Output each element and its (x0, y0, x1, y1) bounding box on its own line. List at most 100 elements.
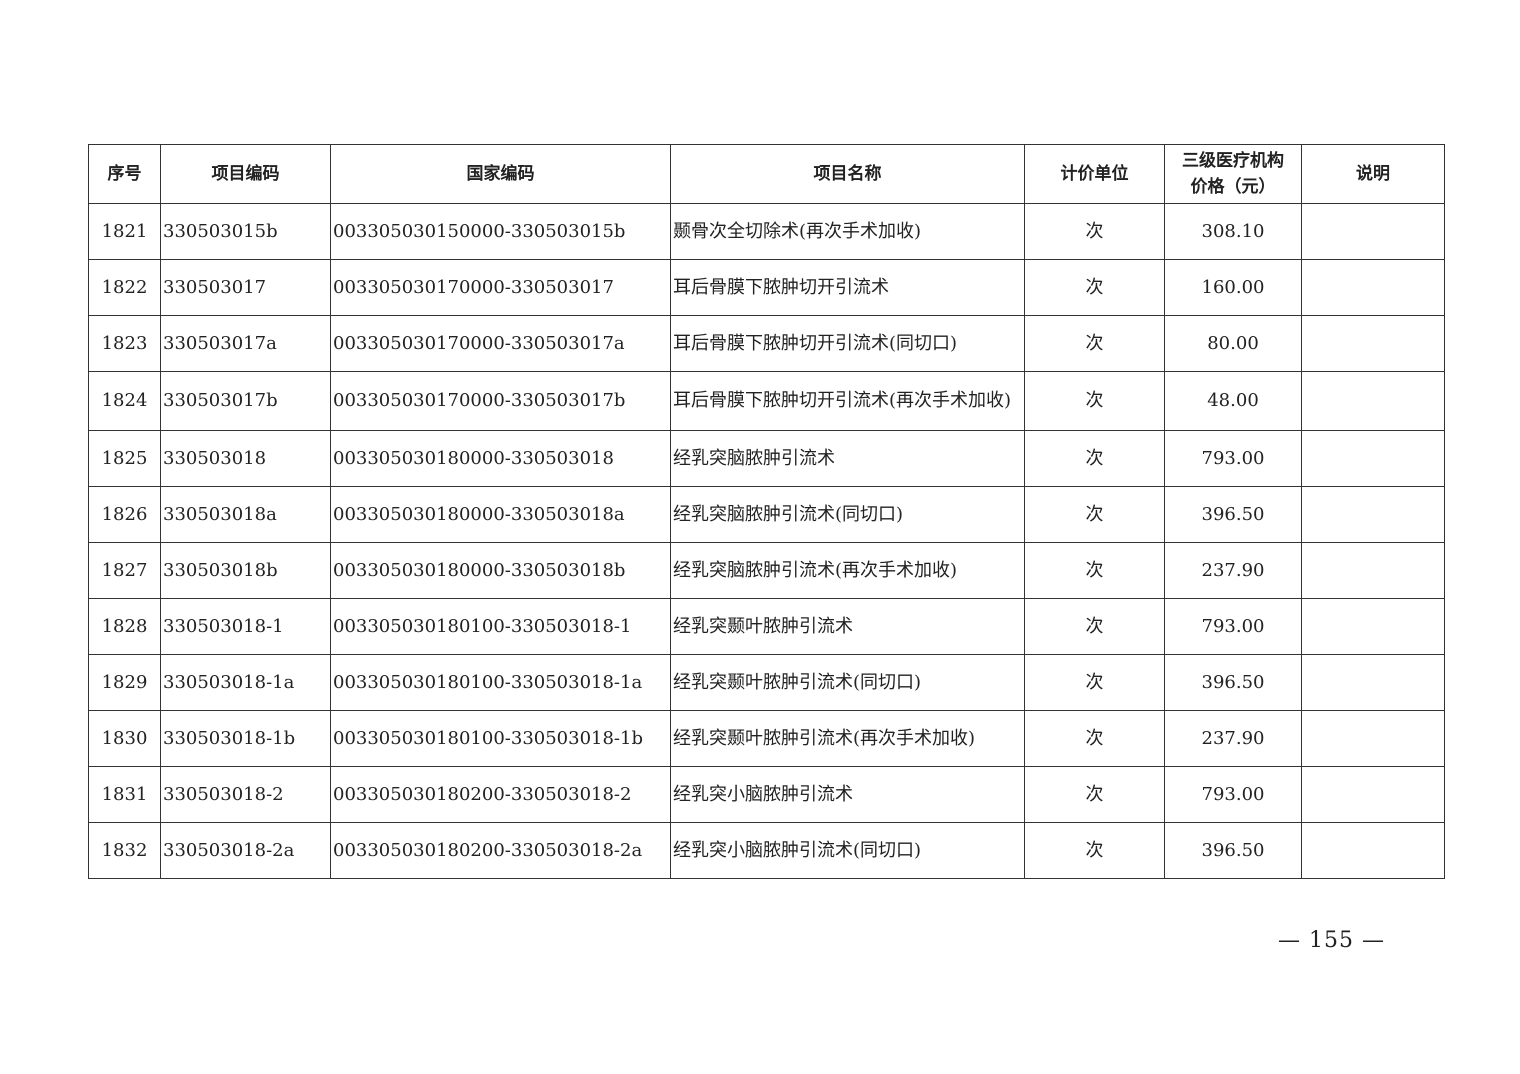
header-price: 三级医疗机构价格（元） (1164, 144, 1302, 204)
project-code-cell: 330503018-1b (160, 710, 331, 767)
table-row: 1831 330503018-2 003305030180200-330503018… (88, 766, 1445, 823)
project-code-cell: 330503017a (160, 315, 331, 372)
table-row: 1823 330503017a 003305030170000-330503017a… (88, 315, 1445, 372)
header-note: 说明 (1301, 144, 1445, 204)
row-number-cell: 1830 (88, 710, 161, 767)
project-name-cell: 经乳突脑脓肿引流术(同切口) (670, 486, 1025, 543)
row-number-cell: 1828 (88, 598, 161, 655)
national-code-cell: 003305030180000-330503018b (330, 542, 671, 599)
table-row: 1826 330503018a 003305030180000-330503018a… (88, 486, 1445, 543)
project-name-cell: 经乳突颞叶脓肿引流术(同切口) (670, 654, 1025, 711)
project-name-cell: 经乳突小脑脓肿引流术 (670, 766, 1025, 823)
national-code-cell: 003305030150000-330503015b (330, 203, 671, 260)
header-name: 项目名称 (670, 144, 1025, 204)
national-code-cell: 003305030180100-330503018-1a (330, 654, 671, 711)
pricing-unit-cell: 次 (1024, 766, 1165, 823)
price-cell: 396.50 (1164, 654, 1302, 711)
price-cell: 793.00 (1164, 430, 1302, 487)
project-code-cell: 330503018-1a (160, 654, 331, 711)
price-cell: 80.00 (1164, 315, 1302, 372)
row-number-cell: 1827 (88, 542, 161, 599)
project-name-cell: 经乳突颞叶脓肿引流术(再次手术加收) (670, 710, 1025, 767)
pricing-unit-cell: 次 (1024, 542, 1165, 599)
national-code-cell: 003305030180100-330503018-1b (330, 710, 671, 767)
national-code-cell: 003305030180100-330503018-1 (330, 598, 671, 655)
project-code-cell: 330503017 (160, 259, 331, 316)
row-number-cell: 1823 (88, 315, 161, 372)
row-number-cell: 1832 (88, 822, 161, 879)
table-row: 1821 330503015b 003305030150000-330503015b… (88, 203, 1445, 260)
pricing-unit-cell: 次 (1024, 371, 1165, 431)
row-number-cell: 1831 (88, 766, 161, 823)
table-row: 1829 330503018-1a 003305030180100-33050301… (88, 654, 1445, 711)
pricing-unit-cell: 次 (1024, 203, 1165, 260)
note-cell (1301, 654, 1445, 711)
pricing-unit-cell: 次 (1024, 822, 1165, 879)
note-cell (1301, 486, 1445, 543)
note-cell (1301, 710, 1445, 767)
note-cell (1301, 598, 1445, 655)
price-cell: 396.50 (1164, 486, 1302, 543)
pricing-unit-cell: 次 (1024, 259, 1165, 316)
project-name-cell: 耳后骨膜下脓肿切开引流术(同切口) (670, 315, 1025, 372)
project-code-cell: 330503018-2a (160, 822, 331, 879)
project-code-cell: 330503018-2 (160, 766, 331, 823)
row-number-cell: 1822 (88, 259, 161, 316)
table-row: 1830 330503018-1b 003305030180100-33050301… (88, 710, 1445, 767)
project-name-cell: 经乳突脑脓肿引流术(再次手术加收) (670, 542, 1025, 599)
national-code-cell: 003305030180200-330503018-2a (330, 822, 671, 879)
national-code-cell: 003305030180000-330503018a (330, 486, 671, 543)
price-table: 序号 项目编码 国家编码 项目名称 计价单位 三级医疗机构价格（元） 说明 18… (88, 144, 1445, 879)
header-unit: 计价单位 (1024, 144, 1165, 204)
header-no: 序号 (88, 144, 161, 204)
national-code-cell: 003305030180000-330503018 (330, 430, 671, 487)
price-cell: 793.00 (1164, 766, 1302, 823)
project-code-cell: 330503017b (160, 371, 331, 431)
national-code-cell: 003305030170000-330503017 (330, 259, 671, 316)
project-code-cell: 330503018b (160, 542, 331, 599)
project-name-cell: 耳后骨膜下脓肿切开引流术(再次手术加收) (670, 371, 1025, 431)
national-code-cell: 003305030170000-330503017b (330, 371, 671, 431)
price-cell: 237.90 (1164, 710, 1302, 767)
project-name-cell: 经乳突脑脓肿引流术 (670, 430, 1025, 487)
row-number-cell: 1829 (88, 654, 161, 711)
pricing-unit-cell: 次 (1024, 654, 1165, 711)
national-code-cell: 003305030170000-330503017a (330, 315, 671, 372)
row-number-cell: 1826 (88, 486, 161, 543)
pricing-unit-cell: 次 (1024, 486, 1165, 543)
row-number-cell: 1824 (88, 371, 161, 431)
project-name-cell: 耳后骨膜下脓肿切开引流术 (670, 259, 1025, 316)
price-cell: 237.90 (1164, 542, 1302, 599)
project-name-cell: 经乳突颞叶脓肿引流术 (670, 598, 1025, 655)
note-cell (1301, 542, 1445, 599)
table-row: 1825 330503018 003305030180000-330503018 经乳… (88, 430, 1445, 487)
price-cell: 396.50 (1164, 822, 1302, 879)
page-number: — 155 — (1278, 928, 1385, 953)
pricing-unit-cell: 次 (1024, 598, 1165, 655)
pricing-unit-cell: 次 (1024, 710, 1165, 767)
note-cell (1301, 259, 1445, 316)
note-cell (1301, 203, 1445, 260)
project-name-cell: 颞骨次全切除术(再次手术加收) (670, 203, 1025, 260)
table-header-row: 序号 项目编码 国家编码 项目名称 计价单位 三级医疗机构价格（元） 说明 (88, 144, 1445, 204)
pricing-unit-cell: 次 (1024, 315, 1165, 372)
project-name-cell: 经乳突小脑脓肿引流术(同切口) (670, 822, 1025, 879)
table-row: 1827 330503018b 003305030180000-330503018b… (88, 542, 1445, 599)
project-code-cell: 330503018a (160, 486, 331, 543)
table-row: 1832 330503018-2a 003305030180200-33050301… (88, 822, 1445, 879)
note-cell (1301, 822, 1445, 879)
note-cell (1301, 371, 1445, 431)
row-number-cell: 1821 (88, 203, 161, 260)
price-cell: 308.10 (1164, 203, 1302, 260)
header-national-code: 国家编码 (330, 144, 671, 204)
header-code: 项目编码 (160, 144, 331, 204)
project-code-cell: 330503018-1 (160, 598, 331, 655)
row-number-cell: 1825 (88, 430, 161, 487)
note-cell (1301, 315, 1445, 372)
table-row: 1824 330503017b 003305030170000-330503017b… (88, 371, 1445, 431)
price-cell: 48.00 (1164, 371, 1302, 431)
national-code-cell: 003305030180200-330503018-2 (330, 766, 671, 823)
note-cell (1301, 430, 1445, 487)
price-cell: 160.00 (1164, 259, 1302, 316)
table-row: 1828 330503018-1 003305030180100-330503018… (88, 598, 1445, 655)
